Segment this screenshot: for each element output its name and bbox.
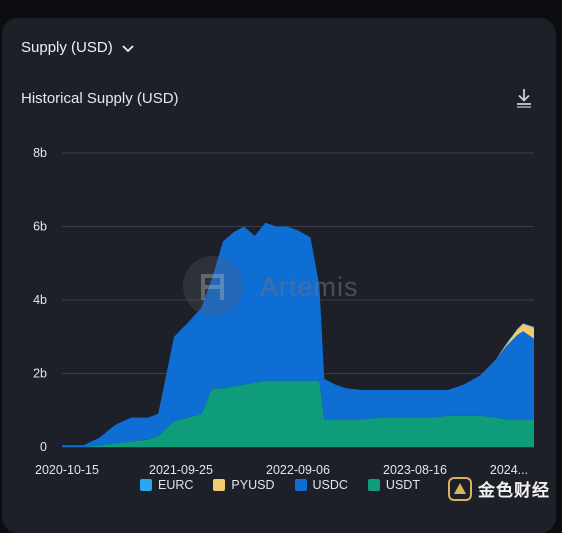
metric-dropdown[interactable]: Supply (USD) xyxy=(21,39,135,56)
legend-swatch xyxy=(213,479,226,491)
x-tick-label: 2021-09-25 xyxy=(149,463,213,477)
legend-swatch xyxy=(367,479,380,491)
legend-label: PYUSD xyxy=(231,478,275,492)
y-tick-label: 2b xyxy=(33,367,47,381)
watermark-text: Artemis xyxy=(260,272,359,302)
legend-item-usdt[interactable]: USDT xyxy=(367,478,420,492)
brand-watermark: 金色财经 xyxy=(448,476,550,501)
legend-label: USDC xyxy=(312,478,348,492)
legend-swatch xyxy=(294,479,307,491)
watermark-glyph xyxy=(201,274,224,300)
download-icon[interactable] xyxy=(514,87,534,109)
brand-logo-icon xyxy=(448,476,472,501)
legend-label: USDT xyxy=(385,478,420,492)
artemis-watermark: Artemis xyxy=(183,256,359,316)
legend: EURC PYUSD USDC USDT xyxy=(140,478,420,492)
chevron-down-icon xyxy=(122,44,134,52)
chart-title: Historical Supply (USD) xyxy=(21,90,179,107)
metric-dropdown-label: Supply (USD) xyxy=(21,39,113,56)
y-axis: 0 2b 4b 6b 8b xyxy=(33,146,47,454)
legend-item-pyusd[interactable]: PYUSD xyxy=(213,478,275,492)
brand-text: 金色财经 xyxy=(478,481,550,500)
legend-label: EURC xyxy=(158,478,194,492)
series-area-usdc xyxy=(62,222,534,447)
legend-item-eurc[interactable]: EURC xyxy=(140,478,193,492)
x-tick-label: 2024... xyxy=(490,463,528,477)
series-area-usdt xyxy=(62,380,534,447)
x-tick-label: 2023-08-16 xyxy=(383,463,447,477)
legend-item-usdc[interactable]: USDC xyxy=(294,478,348,492)
y-tick-label: 0 xyxy=(40,440,47,454)
y-tick-label: 6b xyxy=(33,220,47,234)
legend-swatch xyxy=(140,479,152,491)
y-tick-label: 4b xyxy=(33,293,47,307)
x-tick-label: 2022-09-06 xyxy=(266,463,330,477)
x-tick-label: 2020-10-15 xyxy=(35,463,99,477)
area-series xyxy=(62,222,534,447)
x-axis: 2020-10-15 2021-09-25 2022-09-06 2023-08-16… xyxy=(35,463,528,477)
y-tick-label: 8b xyxy=(33,146,47,160)
